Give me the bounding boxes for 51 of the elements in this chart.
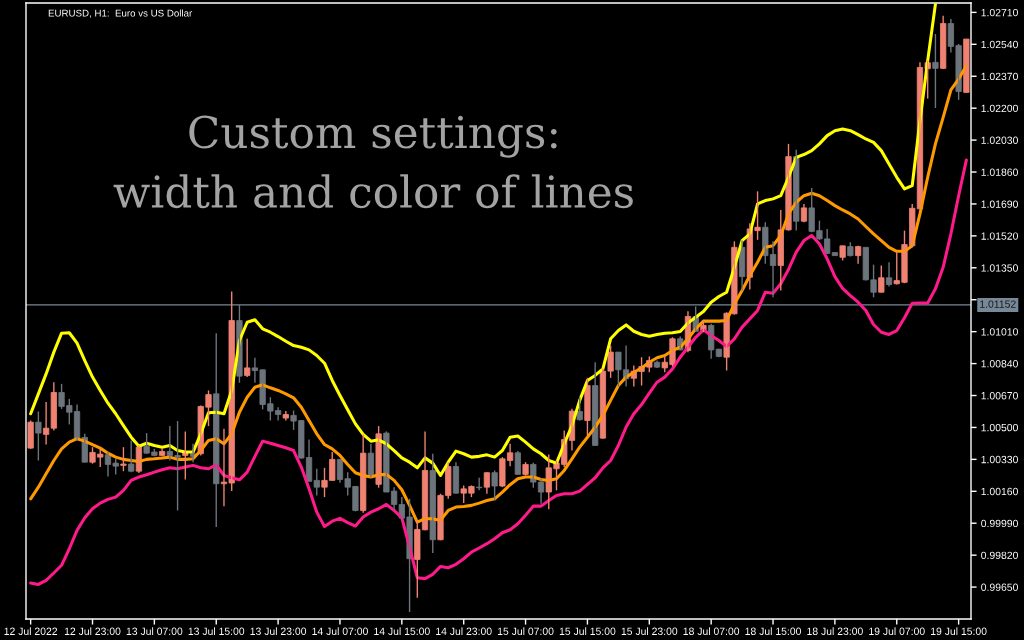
candlestick bbox=[932, 33, 939, 109]
candlestick bbox=[35, 410, 42, 462]
y-tick-label: 1.01010 bbox=[981, 328, 1018, 336]
y-tick-label: 1.00330 bbox=[981, 455, 1018, 464]
x-tick-label: 14 Jul 07:00 bbox=[312, 627, 368, 635]
candlestick bbox=[120, 446, 127, 472]
candlestick bbox=[282, 410, 289, 422]
candlestick bbox=[128, 439, 135, 473]
x-tick-label: 19 Jul 15:00 bbox=[931, 627, 987, 635]
x-tick-label: 14 Jul 15:00 bbox=[374, 627, 430, 635]
y-tick-label: 1.00670 bbox=[981, 392, 1018, 400]
y-tick-label: 1.01350 bbox=[981, 264, 1018, 272]
candlestick bbox=[429, 453, 436, 554]
x-tick-label: 15 Jul 23:00 bbox=[621, 627, 678, 635]
x-tick-label: 15 Jul 07:00 bbox=[497, 627, 554, 635]
y-tick-label: 1.01860 bbox=[981, 168, 1018, 176]
x-tick-label: 13 Jul 23:00 bbox=[250, 627, 307, 635]
x-tick-label: 12 Jul 23:00 bbox=[64, 627, 121, 635]
x-tick-label: 18 Jul 23:00 bbox=[807, 627, 863, 635]
y-tick-label: 1.02540 bbox=[981, 40, 1018, 49]
x-tick-label: 13 Jul 15:00 bbox=[188, 627, 245, 635]
candlestick bbox=[584, 377, 591, 437]
x-tick-label: 18 Jul 07:00 bbox=[683, 627, 740, 635]
y-tick-label: 1.02030 bbox=[981, 136, 1018, 144]
candlestick bbox=[963, 38, 970, 94]
y-tick-label: 0.99820 bbox=[981, 551, 1018, 560]
y-tick-label: 1.01690 bbox=[981, 200, 1018, 208]
y-tick-label: 1.01520 bbox=[981, 232, 1018, 240]
y-tick-label: 1.00840 bbox=[981, 360, 1018, 368]
x-tick-label: 13 Jul 07:00 bbox=[126, 627, 183, 635]
text: EURUSD, H1: Euro vs US Dollar bbox=[48, 9, 193, 18]
line-series bbox=[29, 64, 968, 524]
y-tick-label: 1.00160 bbox=[981, 487, 1018, 496]
ref-line-label: 1.01152 bbox=[980, 300, 1016, 308]
y-tick-label: 1.02200 bbox=[981, 104, 1018, 113]
x-tick-label: 12 Jul 2022 bbox=[4, 627, 58, 635]
y-tick-label: 0.99650 bbox=[981, 583, 1018, 591]
x-tick-label: 15 Jul 15:00 bbox=[559, 627, 616, 635]
y-tick-label: 1.00500 bbox=[981, 423, 1018, 432]
candlestick bbox=[491, 469, 498, 502]
y-tick-label: 1.02710 bbox=[981, 8, 1018, 17]
candlestick bbox=[27, 419, 34, 450]
x-tick-label: 19 Jul 07:00 bbox=[869, 627, 925, 635]
line-series bbox=[29, 3, 937, 478]
annotation: Custom settings: width and color of lines bbox=[113, 115, 633, 209]
x-tick-label: 18 Jul 15:00 bbox=[745, 627, 801, 635]
y-tick-label: 0.99990 bbox=[981, 519, 1018, 528]
x-tick-label: 14 Jul 23:00 bbox=[436, 627, 492, 635]
line-series bbox=[29, 158, 968, 586]
y-tick-label: 1.02370 bbox=[981, 72, 1018, 81]
candlestick bbox=[878, 264, 885, 294]
